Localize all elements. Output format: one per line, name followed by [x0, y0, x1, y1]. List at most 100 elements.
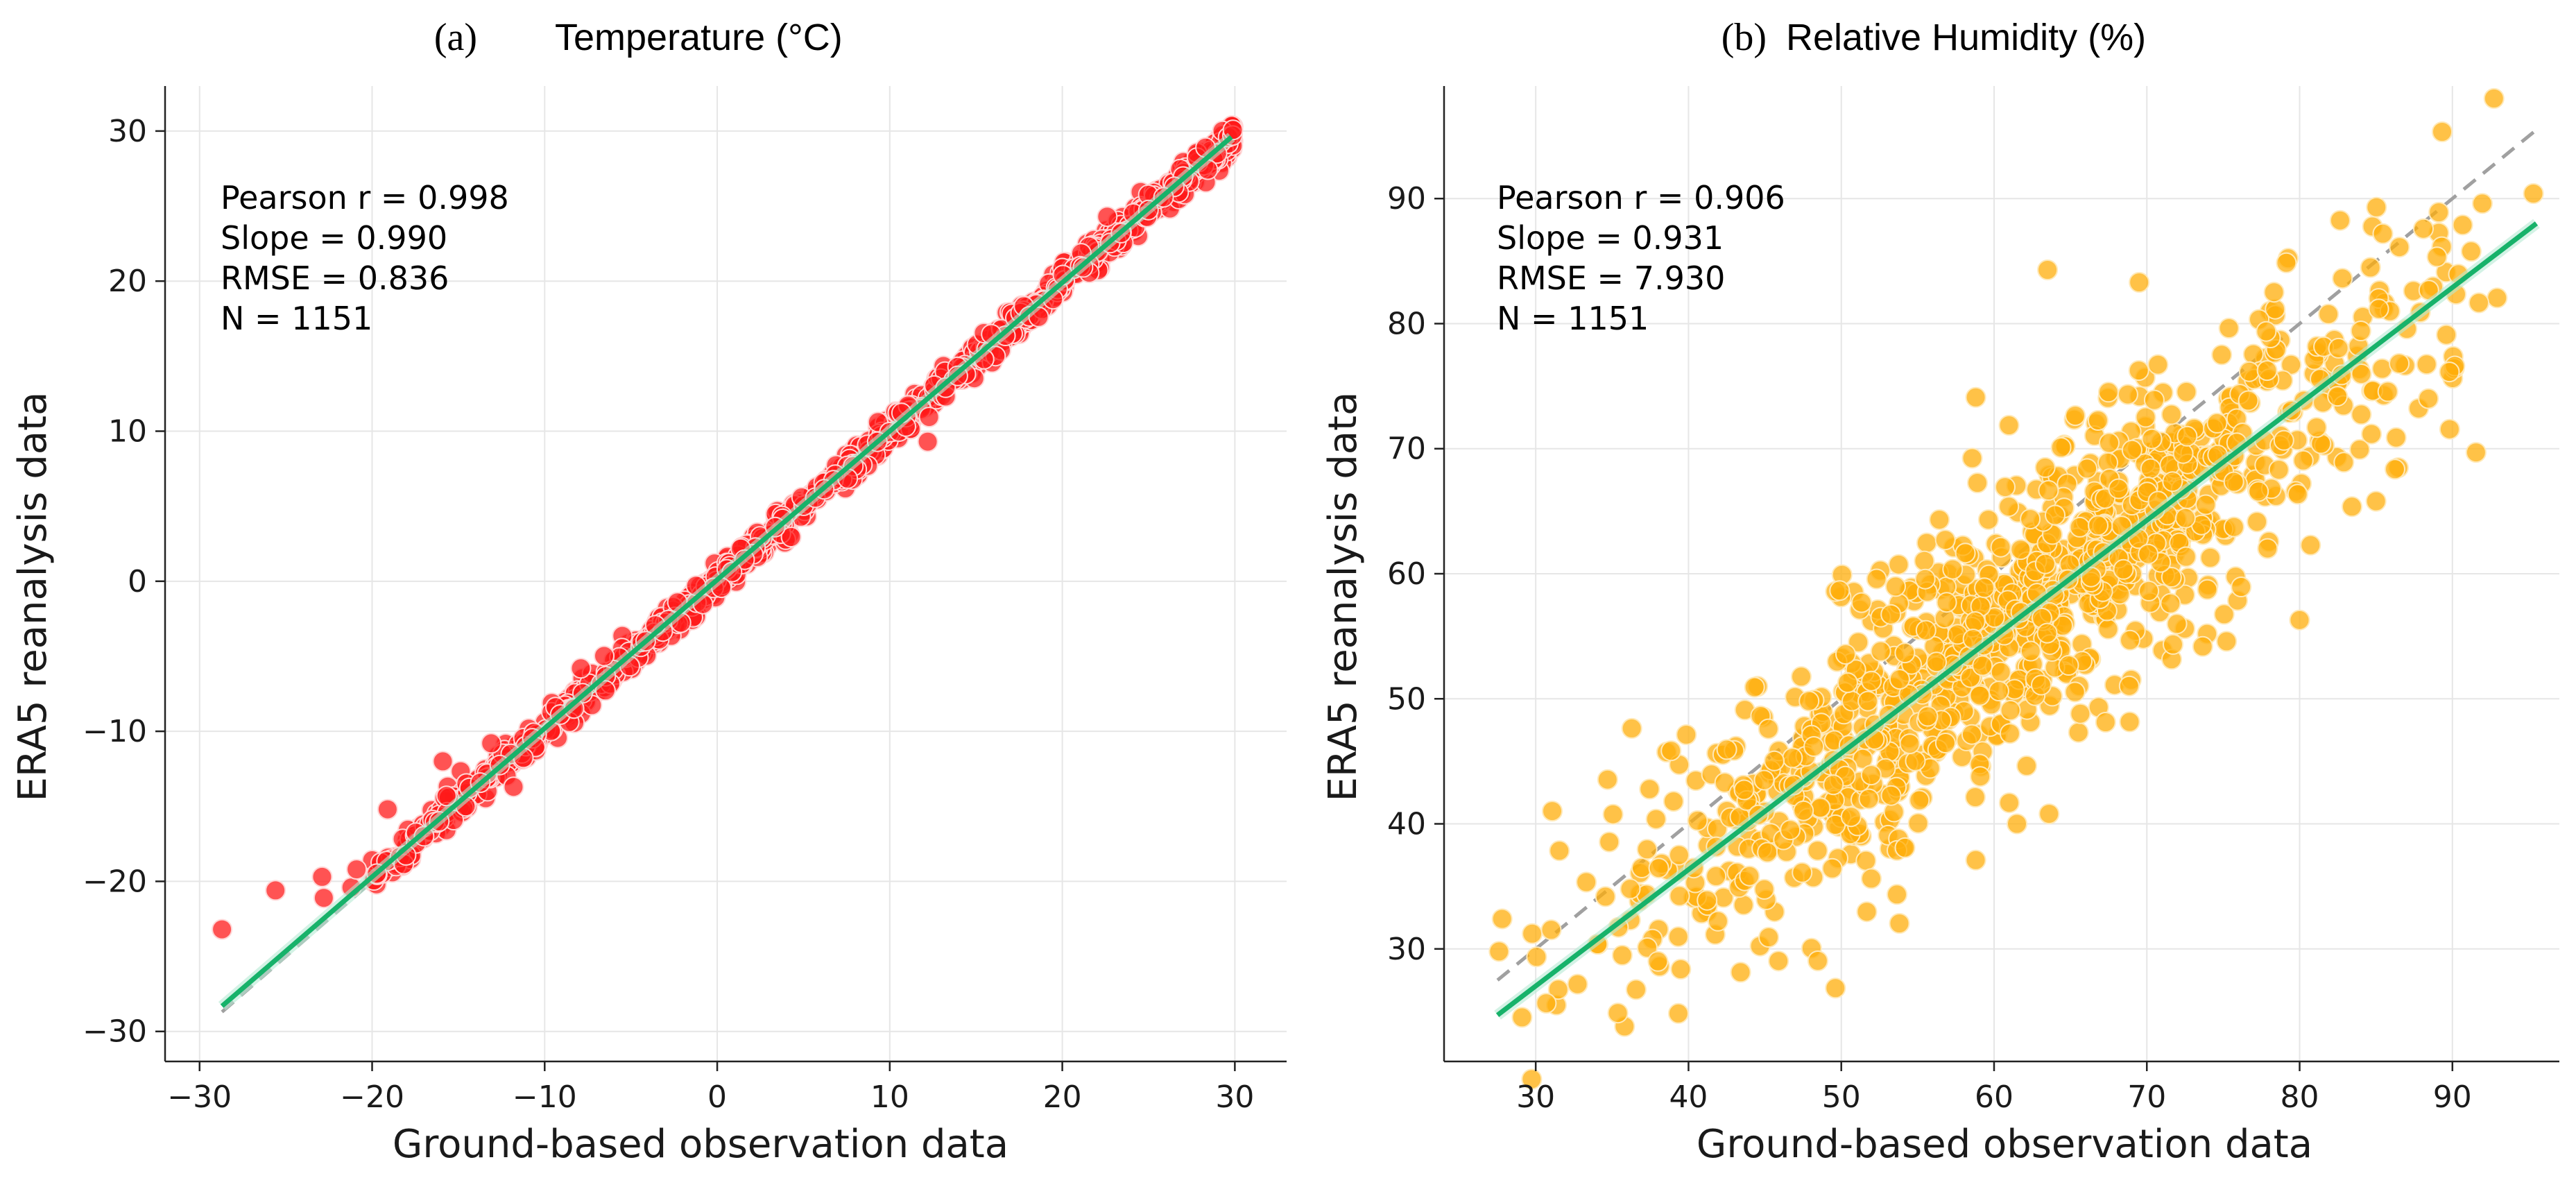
- panel-b-point: [1645, 808, 1667, 830]
- panel-b-point: [1914, 568, 1936, 590]
- panel-b-point: [2452, 214, 2473, 236]
- panel-b-point: [1840, 806, 1862, 828]
- panel-b-point: [1733, 894, 1754, 916]
- panel-a-x-tick-label: 20: [1043, 1079, 1082, 1115]
- panel-b-point: [1934, 529, 1956, 551]
- panel-b-point: [2377, 381, 2398, 402]
- panel-a-point: [377, 799, 398, 820]
- panel-b-x-tick-label: 60: [1975, 1079, 2013, 1115]
- panel-b-point: [2007, 813, 2027, 835]
- panel-b-point: [1549, 840, 1570, 862]
- panel-b-point: [2174, 507, 2196, 529]
- panel-b-point: [1894, 837, 1916, 858]
- panel-b-point: [2460, 241, 2482, 262]
- panel-b-point: [1857, 690, 1879, 712]
- panel-b-point: [1792, 862, 1813, 883]
- panel-b-point: [1851, 592, 1872, 613]
- panel-b-point: [2034, 553, 2056, 574]
- panel-b-point: [2468, 292, 2489, 314]
- panel-b-point: [2428, 202, 2450, 223]
- panel-b-point: [1542, 801, 1563, 822]
- panel-b-stat-n: N = 1151: [1497, 300, 1649, 337]
- panel-b-point: [1894, 642, 1916, 664]
- panel-a-title: Temperature (°C): [555, 17, 843, 58]
- panel-b-point: [1961, 447, 1983, 469]
- panel-b-point: [1858, 788, 1880, 810]
- panel-b-label: (b): [1721, 16, 1767, 59]
- panel-b-point: [1880, 785, 1902, 806]
- panel-b-point: [1988, 681, 2009, 701]
- panel-b-point: [2135, 407, 2156, 428]
- panel-b-point: [1807, 840, 1828, 862]
- panel-a-x-tick-label: 30: [1215, 1079, 1254, 1115]
- panel-b-point: [1995, 477, 2016, 498]
- panel-b-point: [1758, 927, 1780, 948]
- panel-b-point: [1670, 959, 1692, 980]
- panel-b-point: [1803, 736, 1825, 757]
- panel-b-point: [2436, 324, 2457, 345]
- panel-b-point: [1730, 962, 1751, 983]
- panel-b-point: [1870, 640, 1891, 662]
- panel-b-point: [1848, 631, 1869, 653]
- panel-b-point: [2327, 386, 2349, 407]
- panel-b-point: [2332, 268, 2353, 289]
- panel-b-point: [2350, 321, 2371, 341]
- panel-b-point: [1990, 536, 2011, 558]
- panel-b-point: [2368, 298, 2389, 320]
- panel-b-point: [1648, 857, 1669, 879]
- panel-b-y-tick-label: 30: [1387, 932, 1426, 967]
- panel-b-point: [1990, 661, 2011, 683]
- panel-b-point: [2175, 546, 2197, 567]
- panel-b-point: [2360, 257, 2381, 278]
- panel-b-point: [2058, 655, 2079, 676]
- panel-b-point: [2439, 361, 2460, 383]
- panel-b-stat-rmse: RMSE = 7.930: [1497, 259, 1725, 297]
- panel-b-point: [1611, 944, 1633, 966]
- panel-b-point: [2161, 567, 2182, 588]
- panel-b-point: [2118, 675, 2140, 697]
- panel-b-stat-slope: Slope = 0.931: [1497, 219, 1724, 257]
- panel-b-point: [1707, 910, 1728, 932]
- panel-b-point: [2287, 484, 2308, 505]
- panel-b-point: [1999, 723, 2020, 744]
- panel-b-point: [2000, 699, 2021, 721]
- panel-b-point: [1597, 769, 1618, 790]
- panel-b-point: [2300, 534, 2321, 556]
- panel-b-point: [1998, 792, 2020, 814]
- panel-b-point: [1917, 706, 1939, 727]
- panel-a-stat-n: N = 1151: [221, 300, 372, 337]
- panel-b-point: [1965, 849, 1986, 871]
- panel-b-point: [1780, 819, 1801, 841]
- panel-b-point: [2242, 343, 2264, 365]
- panel-b-y-tick-label: 90: [1387, 181, 1426, 216]
- panel-a-stats: Pearson r = 0.998 Slope = 0.990 RMSE = 0…: [221, 179, 509, 337]
- panel-a-y-tick-label: 30: [108, 114, 147, 149]
- panel-b-point: [1969, 685, 1991, 706]
- panel-b-point: [1733, 779, 1755, 801]
- panel-b-point: [1861, 868, 1882, 889]
- panel-b-point: [1625, 979, 1647, 1000]
- panel-b-point: [2248, 481, 2269, 502]
- panel-b-point: [2318, 303, 2339, 325]
- panel-b-point: [2037, 259, 2059, 280]
- panel-b-point: [2211, 344, 2233, 366]
- panel-b-point: [2016, 755, 2037, 776]
- panel-b-point: [1825, 978, 1846, 999]
- panel-b-point: [1536, 993, 1557, 1014]
- panel-b-point: [2045, 504, 2066, 526]
- panel-b-y-axis-label: ERA5 reanalysis data: [1321, 392, 1366, 802]
- panel-a-x-tick-label: −10: [513, 1079, 577, 1115]
- panel-b-point: [2192, 635, 2213, 657]
- panel-a-point: [212, 919, 233, 940]
- panel-b-point: [1929, 509, 1950, 531]
- panel-b-point: [2036, 622, 2058, 644]
- panel-b-point: [1880, 604, 1902, 625]
- panel-a-x-ticks: −30 −20 −10 0 10 20 30: [167, 1061, 1254, 1115]
- panel-b-x-axis-label: Ground-based observation data: [1697, 1122, 2312, 1167]
- panel-b-title: Relative Humidity (%): [1786, 17, 2146, 58]
- panel-b-point: [2256, 321, 2277, 342]
- panel-b-point: [2113, 558, 2134, 580]
- panel-b-point: [2050, 437, 2072, 458]
- panel-b-point: [1887, 884, 1907, 905]
- panel-a-point: [432, 751, 454, 772]
